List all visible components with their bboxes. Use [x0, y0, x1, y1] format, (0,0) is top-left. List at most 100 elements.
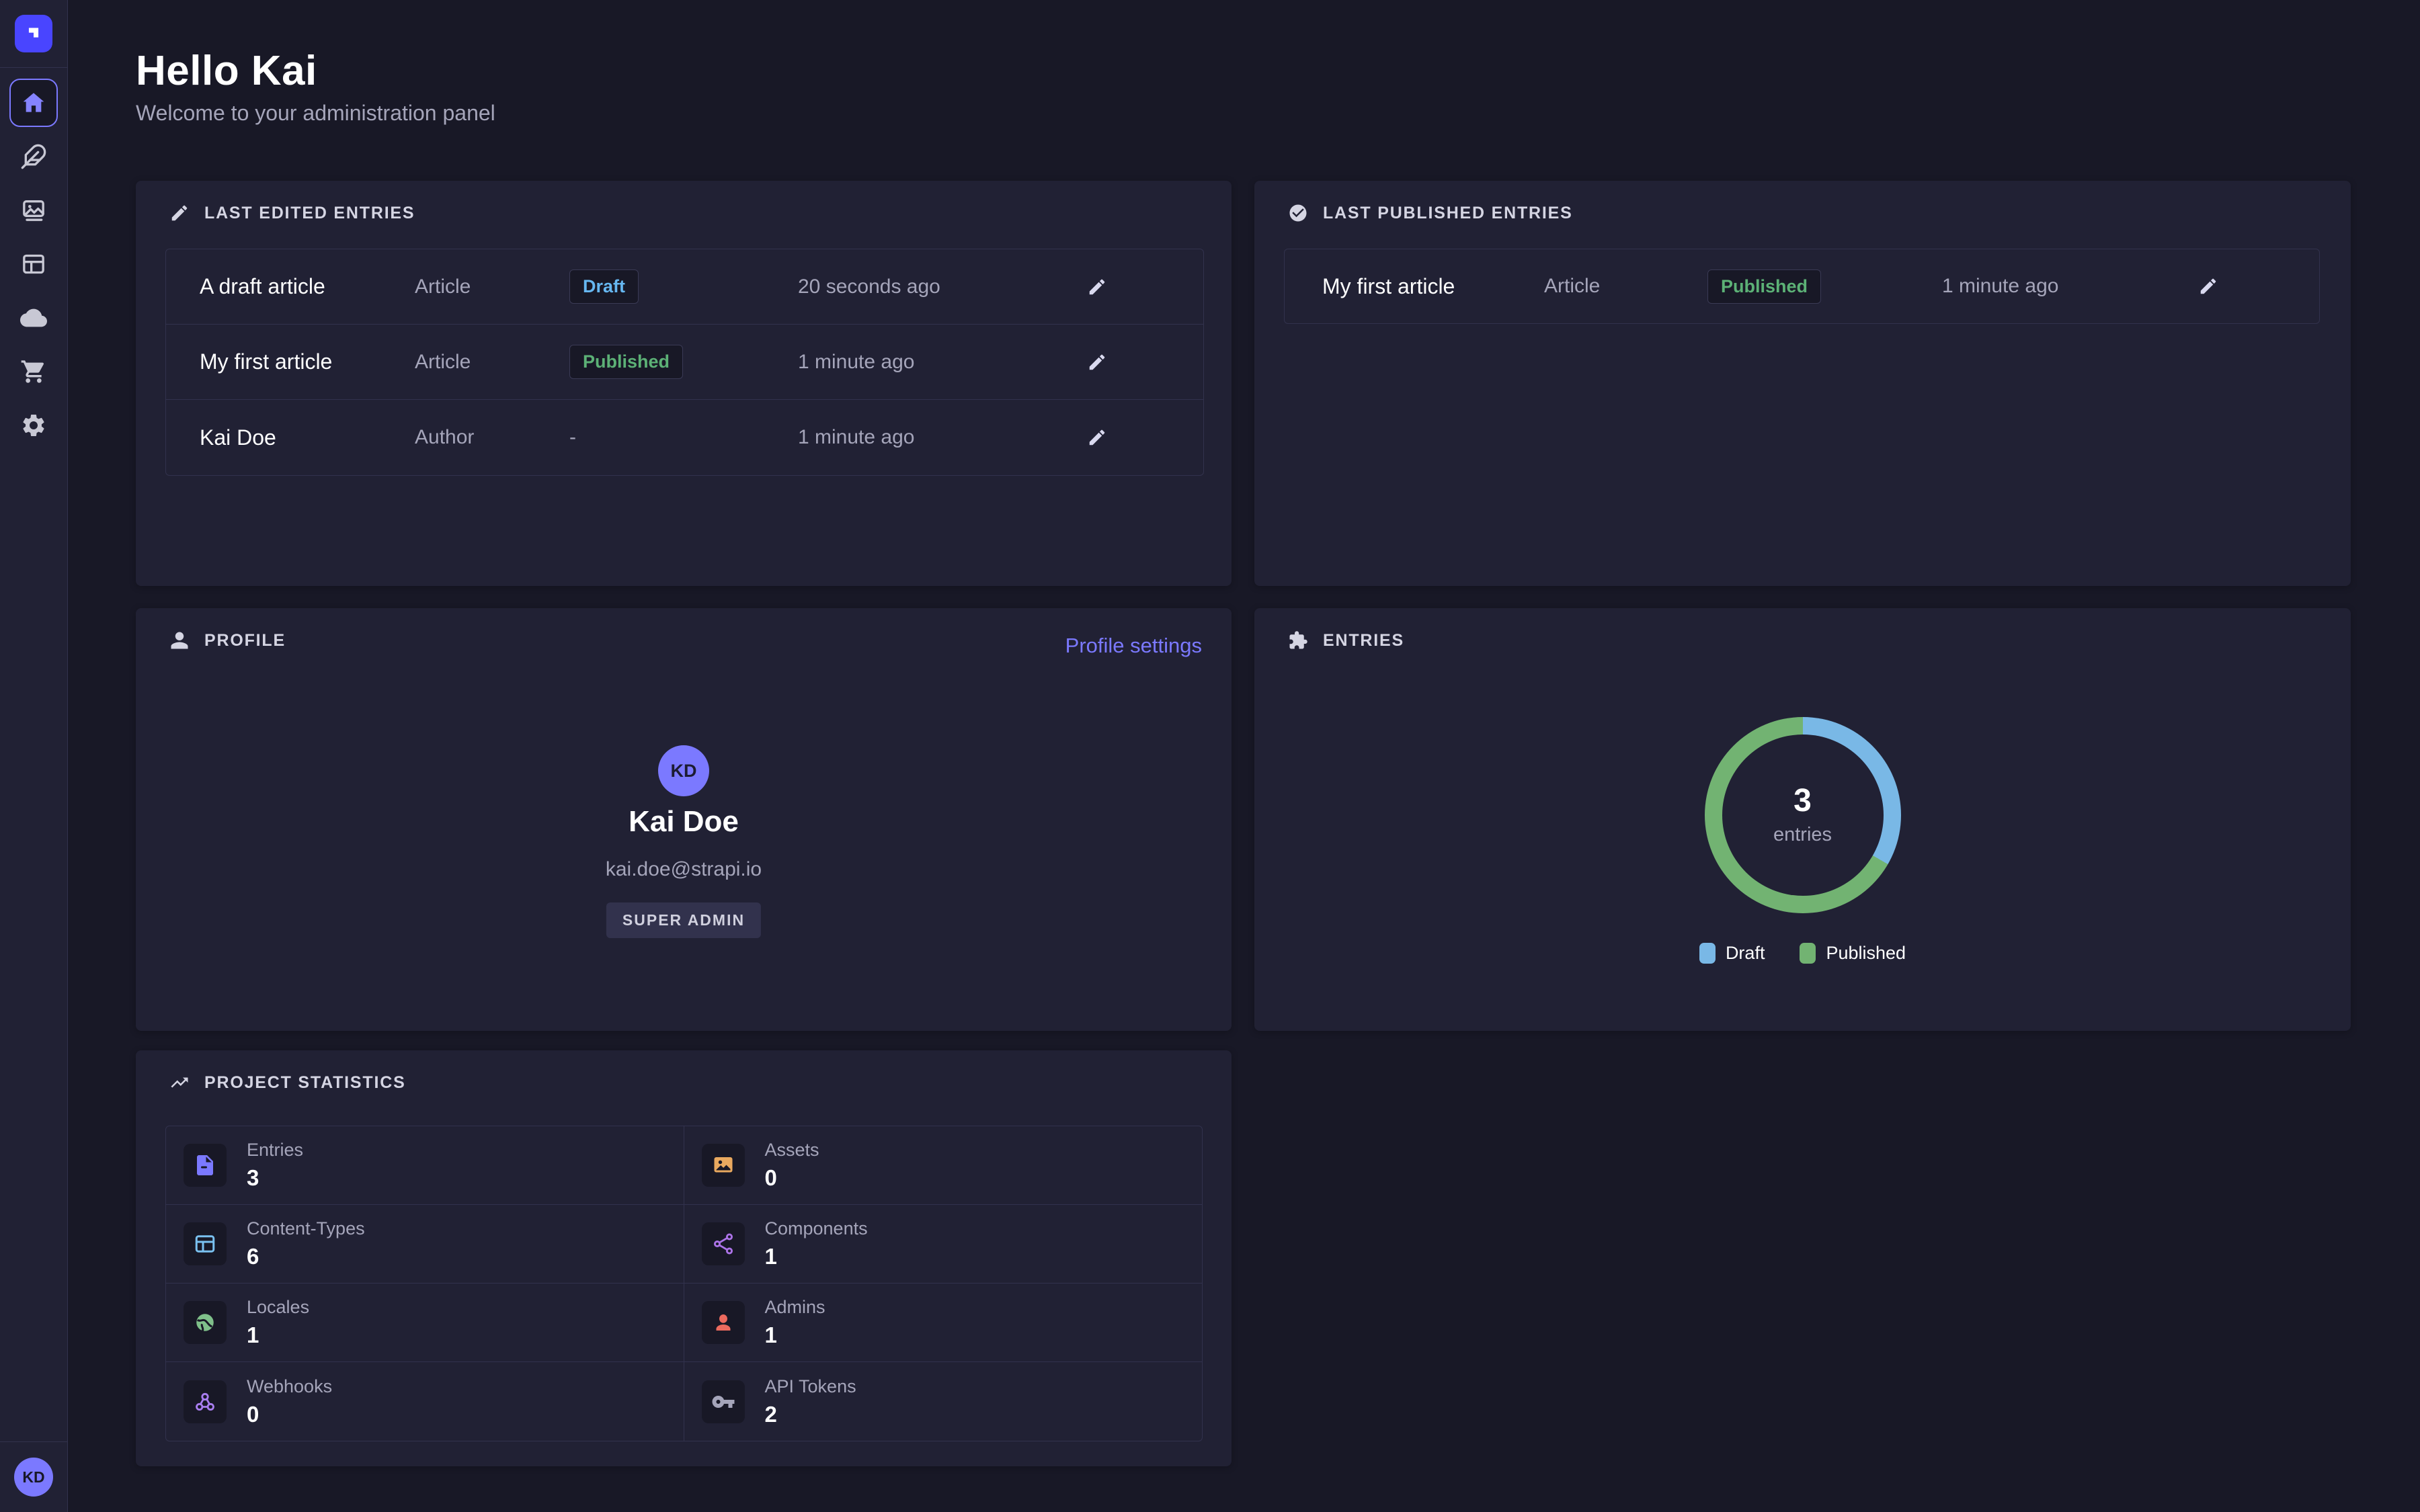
status-badge: Draft: [569, 269, 639, 304]
pencil-icon: [1087, 352, 1107, 372]
pencil-icon: [169, 203, 190, 223]
donut-value: 3: [1793, 785, 1812, 817]
file-icon: [184, 1144, 227, 1187]
entry-title: My first article: [1322, 274, 1544, 299]
sidebar-item-deploy[interactable]: [9, 294, 58, 342]
stat-entries: Entries 3: [166, 1126, 684, 1205]
cart-icon: [20, 358, 47, 385]
last-edited-entries-panel: LAST EDITED ENTRIES A draft article Arti…: [136, 181, 1232, 586]
sidebar-item-media-library[interactable]: [9, 186, 58, 235]
stat-label: API Tokens: [765, 1376, 856, 1397]
entry-kind: Article: [1544, 275, 1707, 298]
panel-title: PROJECT STATISTICS: [204, 1073, 406, 1093]
strapi-logo[interactable]: [15, 15, 52, 52]
table-row: My first article Article Published 1 min…: [166, 325, 1203, 400]
sidebar-nav: [0, 68, 67, 450]
cloud-icon: [20, 304, 47, 331]
profile-email: kai.doe@strapi.io: [136, 858, 1232, 881]
profile-avatar: KD: [658, 745, 709, 796]
entry-title: My first article: [200, 349, 415, 374]
donut-label: entries: [1773, 824, 1832, 846]
stat-label: Entries: [247, 1140, 303, 1161]
role-badge: SUPER ADMIN: [606, 902, 761, 938]
draft-swatch: [1699, 943, 1716, 964]
stat-value: 3: [247, 1165, 303, 1191]
edit-entry-button[interactable]: [1087, 277, 1107, 297]
pencil-icon: [2198, 276, 2218, 296]
stat-content-types: Content-Types 6: [166, 1205, 684, 1284]
published-swatch: [1800, 943, 1816, 964]
stat-value: 2: [765, 1402, 856, 1427]
user-icon: [702, 1301, 745, 1344]
stat-label: Components: [765, 1218, 868, 1239]
legend-label: Published: [1826, 943, 1906, 964]
stat-label: Content-Types: [247, 1218, 365, 1239]
status-none: -: [569, 426, 798, 449]
user-icon: [169, 630, 190, 650]
entry-kind: Article: [415, 276, 569, 298]
logo-section: [0, 0, 67, 68]
last-published-entries-panel: LAST PUBLISHED ENTRIES My first article …: [1254, 181, 2351, 586]
stat-assets: Assets 0: [684, 1126, 1203, 1205]
main-content: Hello Kai Welcome to your administration…: [68, 0, 2420, 1512]
panel-header: PROFILE: [169, 630, 286, 650]
gear-icon: [20, 412, 47, 439]
images-icon: [20, 197, 47, 224]
edit-entry-button[interactable]: [1087, 427, 1107, 448]
panel-title: ENTRIES: [1323, 631, 1404, 650]
sidebar-item-marketplace[interactable]: [9, 347, 58, 396]
entry-kind: Author: [415, 426, 569, 449]
pencil-icon: [1087, 427, 1107, 448]
user-avatar[interactable]: KD: [14, 1458, 53, 1497]
key-icon: [702, 1380, 745, 1423]
stat-value: 1: [765, 1322, 825, 1348]
profile-panel: PROFILE Profile settings KD Kai Doe kai.…: [136, 608, 1232, 1031]
stats-grid: Entries 3 Assets 0 Content-Types 6: [165, 1126, 1203, 1441]
sidebar-footer: KD: [0, 1441, 67, 1512]
entry-title: A draft article: [200, 274, 415, 299]
sidebar-item-content-manager[interactable]: [9, 132, 58, 181]
page-subtitle: Welcome to your administration panel: [136, 101, 495, 126]
sidebar: KD: [0, 0, 68, 1512]
sidebar-item-content-type-builder[interactable]: [9, 240, 58, 288]
nodes-icon: [702, 1222, 745, 1265]
globe-icon: [184, 1301, 227, 1344]
entry-kind: Article: [415, 351, 569, 374]
panel-title: LAST EDITED ENTRIES: [204, 204, 415, 223]
status-badge: Published: [569, 345, 683, 379]
chart-legend: Draft Published: [1254, 943, 2351, 964]
stat-locales: Locales 1: [166, 1284, 684, 1362]
donut-center: 3 entries: [1705, 717, 1901, 913]
profile-settings-link[interactable]: Profile settings: [1065, 634, 1202, 658]
stat-value: 1: [247, 1322, 309, 1348]
stat-value: 1: [765, 1244, 868, 1269]
edit-entry-button[interactable]: [1087, 352, 1107, 372]
page-title: Hello Kai: [136, 47, 317, 95]
sidebar-item-settings[interactable]: [9, 401, 58, 450]
stat-value: 6: [247, 1244, 365, 1269]
home-icon: [20, 89, 47, 116]
entries-panel: ENTRIES 3 entries Draft Published: [1254, 608, 2351, 1031]
strapi-logo-icon: [22, 22, 45, 45]
stat-label: Locales: [247, 1297, 309, 1318]
table-row: A draft article Article Draft 20 seconds…: [166, 249, 1203, 325]
feather-icon: [20, 143, 47, 170]
stat-components: Components 1: [684, 1205, 1203, 1284]
sidebar-item-home[interactable]: [9, 79, 58, 127]
pencil-icon: [1087, 277, 1107, 297]
image-icon: [702, 1144, 745, 1187]
table-row: Kai Doe Author - 1 minute ago: [166, 400, 1203, 475]
panel-header: LAST PUBLISHED ENTRIES: [1288, 203, 1573, 223]
legend-item-draft: Draft: [1699, 943, 1765, 964]
entry-title: Kai Doe: [200, 425, 415, 450]
table-row: My first article Article Published 1 min…: [1285, 249, 2319, 323]
trending-up-icon: [169, 1073, 190, 1093]
legend-label: Draft: [1726, 943, 1765, 964]
panel-header: PROJECT STATISTICS: [169, 1073, 406, 1093]
entry-time: 1 minute ago: [1942, 275, 2198, 298]
stat-label: Assets: [765, 1140, 819, 1161]
edit-entry-button[interactable]: [2198, 276, 2218, 296]
layout-icon: [20, 251, 47, 278]
webhook-icon: [184, 1380, 227, 1423]
panel-header: LAST EDITED ENTRIES: [169, 203, 415, 223]
